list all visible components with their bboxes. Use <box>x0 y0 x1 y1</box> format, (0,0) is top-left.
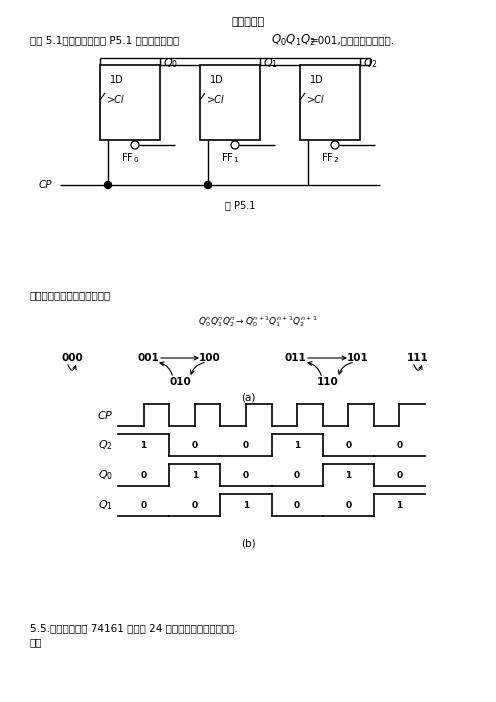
Text: 0: 0 <box>191 440 198 449</box>
FancyArrowPatch shape <box>308 356 346 360</box>
Text: 0: 0 <box>243 440 249 449</box>
Text: $Q_1$: $Q_1$ <box>98 498 113 512</box>
Text: 001: 001 <box>137 353 159 363</box>
Text: 1: 1 <box>140 440 147 449</box>
Text: 0: 0 <box>140 501 147 510</box>
Text: 0: 0 <box>345 501 351 510</box>
Text: 1: 1 <box>396 501 403 510</box>
Text: 5.5.试画出用两片 74161 构成的 24 进制计数器的电路连线图.: 5.5.试画出用两片 74161 构成的 24 进制计数器的电路连线图. <box>30 623 238 633</box>
FancyArrowPatch shape <box>414 364 422 371</box>
Text: $Q_2$: $Q_2$ <box>363 56 378 70</box>
Text: =001,画出电路的时序图.: =001,画出电路的时序图. <box>310 35 395 45</box>
Text: 1D: 1D <box>110 75 124 85</box>
Text: $Q_1$: $Q_1$ <box>263 56 278 70</box>
FancyArrowPatch shape <box>308 362 321 376</box>
Text: 1: 1 <box>191 470 198 479</box>
Text: 1: 1 <box>294 440 300 449</box>
Text: (a): (a) <box>241 393 255 403</box>
Circle shape <box>204 182 211 189</box>
Bar <box>300 65 360 140</box>
Circle shape <box>105 182 112 189</box>
Text: 0: 0 <box>191 501 198 510</box>
Text: 0: 0 <box>345 440 351 449</box>
Text: 0: 0 <box>140 470 147 479</box>
Text: 0: 0 <box>396 470 402 479</box>
Text: 110: 110 <box>317 377 339 387</box>
Text: $Q_0$: $Q_0$ <box>163 56 178 70</box>
Text: FF$_2$: FF$_2$ <box>321 151 339 165</box>
Text: CP: CP <box>39 180 52 190</box>
Text: FF$_1$: FF$_1$ <box>221 151 239 165</box>
Text: 图 P5.1: 图 P5.1 <box>225 200 255 210</box>
Text: 011: 011 <box>284 353 306 363</box>
Text: >Cl: >Cl <box>307 95 324 105</box>
Text: >Cl: >Cl <box>207 95 225 105</box>
Text: 1D: 1D <box>210 75 224 85</box>
Text: $CP$: $CP$ <box>97 409 113 421</box>
Text: $Q_2$: $Q_2$ <box>98 438 113 452</box>
Text: 第五章作业: 第五章作业 <box>232 17 264 27</box>
Text: 101: 101 <box>347 353 369 363</box>
FancyArrowPatch shape <box>190 362 204 374</box>
Bar <box>200 65 260 140</box>
FancyArrowPatch shape <box>160 362 172 376</box>
Text: 解：电路时序图如下图所示：: 解：电路时序图如下图所示： <box>30 290 111 300</box>
Text: 0: 0 <box>294 501 300 510</box>
Text: $Q_0$: $Q_0$ <box>98 468 113 482</box>
Text: >Cl: >Cl <box>107 95 124 105</box>
Text: 1D: 1D <box>310 75 324 85</box>
Text: 0: 0 <box>243 470 249 479</box>
Text: $Q_0Q_1Q_2$: $Q_0Q_1Q_2$ <box>271 32 316 48</box>
Text: 010: 010 <box>169 377 191 387</box>
Text: 0: 0 <box>294 470 300 479</box>
Text: 解：: 解： <box>30 637 43 647</box>
Text: 1: 1 <box>243 501 249 510</box>
Text: FF$_0$: FF$_0$ <box>121 151 139 165</box>
Text: 000: 000 <box>61 353 83 363</box>
FancyArrowPatch shape <box>338 362 352 374</box>
FancyArrowPatch shape <box>161 356 198 360</box>
Text: 111: 111 <box>407 353 429 363</box>
Text: 【题 5.1】时序电路如图 P5.1 所示，起始状态: 【题 5.1】时序电路如图 P5.1 所示，起始状态 <box>30 35 179 45</box>
Text: 100: 100 <box>199 353 221 363</box>
Bar <box>100 65 160 140</box>
Text: 1: 1 <box>345 470 351 479</box>
Text: (b): (b) <box>241 538 255 548</box>
Text: $Q_0^nQ_1^nQ_2^n\rightarrow Q_0^{n+1}Q_1^{n+1}Q_2^{n+1}$: $Q_0^nQ_1^nQ_2^n\rightarrow Q_0^{n+1}Q_1… <box>198 314 318 329</box>
Text: 0: 0 <box>396 440 402 449</box>
FancyArrowPatch shape <box>68 364 76 371</box>
